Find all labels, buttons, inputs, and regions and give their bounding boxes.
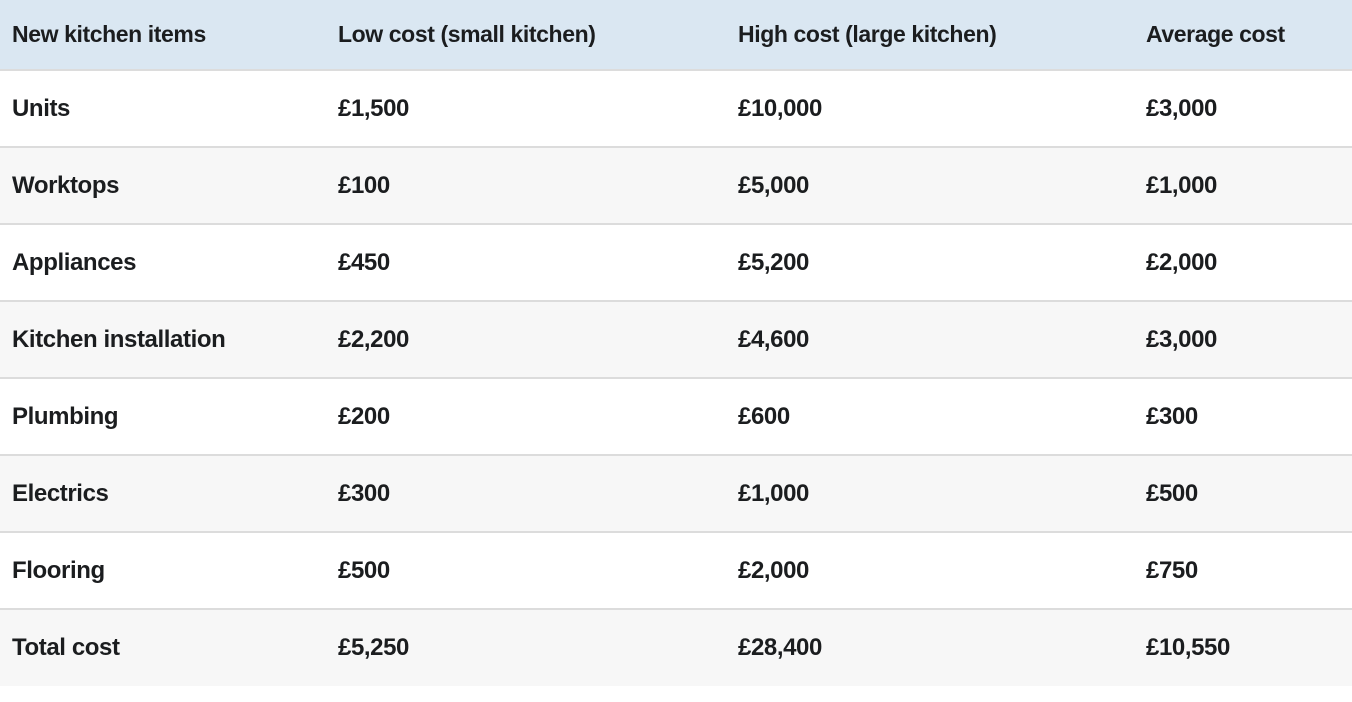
cell-high-cost: £1,000 — [738, 479, 810, 507]
cell-average-cost: £10,550 — [1146, 634, 1230, 661]
cell-average-cost: £2,000 — [1146, 248, 1218, 276]
cell-high-cost: £600 — [738, 402, 790, 430]
header-row: New kitchen items Low cost (small kitche… — [0, 0, 1352, 70]
table-body: Units £1,500 £10,000 £3,000 Worktops £10… — [0, 70, 1352, 686]
cell-item: Appliances — [12, 248, 137, 276]
table-row: Flooring £500 £2,000 £750 — [0, 532, 1352, 609]
table-row: Total cost £5,250 £28,400 £10,550 — [0, 609, 1352, 686]
table-row: Worktops £100 £5,000 £1,000 — [0, 147, 1352, 224]
cell-high-cost: £10,000 — [738, 94, 822, 122]
cell-high-cost: £2,000 — [738, 556, 810, 584]
cell-item: Units — [12, 94, 71, 122]
cell-low-cost: £200 — [338, 402, 390, 430]
cell-average-cost: £1,000 — [1146, 171, 1218, 199]
table-row: Appliances £450 £5,200 £2,000 — [0, 224, 1352, 301]
kitchen-costs-table: New kitchen items Low cost (small kitche… — [0, 0, 1352, 686]
cell-low-cost: £5,250 — [338, 634, 410, 661]
cell-item: Electrics — [12, 479, 109, 507]
cell-low-cost: £100 — [338, 171, 390, 199]
cell-low-cost: £2,200 — [338, 325, 410, 353]
cell-average-cost: £300 — [1146, 402, 1198, 430]
cell-average-cost: £500 — [1146, 479, 1198, 507]
cell-item: Worktops — [12, 171, 120, 199]
cell-high-cost: £28,400 — [738, 634, 822, 661]
table-header: New kitchen items Low cost (small kitche… — [0, 0, 1352, 70]
cell-low-cost: £1,500 — [338, 94, 410, 122]
column-header-average-cost: Average cost — [1134, 0, 1352, 70]
cell-low-cost: £300 — [338, 479, 390, 507]
cell-item: Total cost — [12, 634, 120, 661]
column-header-high-cost: High cost (large kitchen) — [726, 0, 1134, 70]
cell-average-cost: £3,000 — [1146, 94, 1218, 122]
cell-average-cost: £3,000 — [1146, 325, 1218, 353]
column-header-low-cost: Low cost (small kitchen) — [326, 0, 726, 70]
cell-low-cost: £500 — [338, 556, 390, 584]
cell-high-cost: £5,200 — [738, 248, 810, 276]
cell-item: Flooring — [12, 556, 105, 584]
table-row: Units £1,500 £10,000 £3,000 — [0, 70, 1352, 147]
cell-average-cost: £750 — [1146, 556, 1198, 584]
table-row: Electrics £300 £1,000 £500 — [0, 455, 1352, 532]
cell-item: Kitchen installation — [12, 325, 226, 353]
cell-low-cost: £450 — [338, 248, 390, 276]
cell-item: Plumbing — [12, 402, 119, 430]
column-header-item: New kitchen items — [0, 0, 326, 70]
cell-high-cost: £4,600 — [738, 325, 810, 353]
table-row: Plumbing £200 £600 £300 — [0, 378, 1352, 455]
table-row: Kitchen installation £2,200 £4,600 £3,00… — [0, 301, 1352, 378]
cell-high-cost: £5,000 — [738, 171, 810, 199]
